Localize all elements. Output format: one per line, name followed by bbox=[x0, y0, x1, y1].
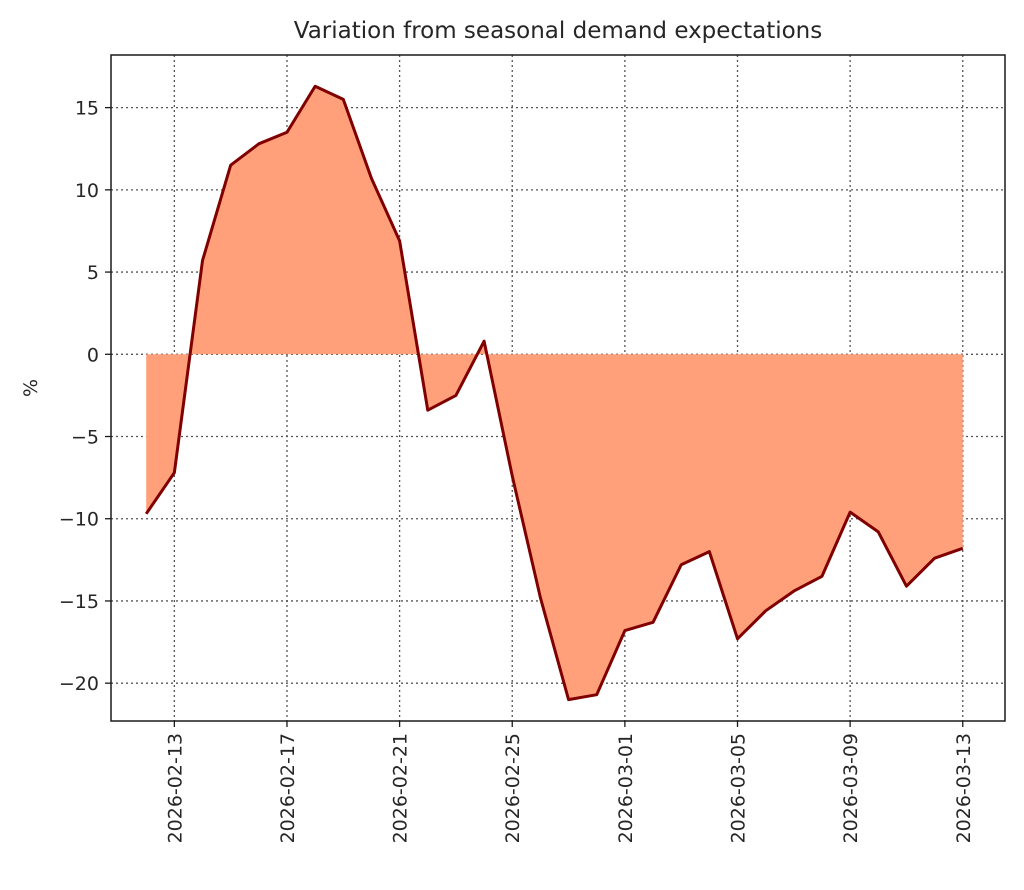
y-axis-ticks: −20 −15 −10 −5 0 5 10 15 bbox=[59, 98, 111, 696]
x-tick-label: 2026-02-21 bbox=[390, 733, 412, 843]
data-marks bbox=[146, 86, 963, 700]
y-tick-label: 0 bbox=[87, 344, 99, 366]
x-tick-label: 2026-02-13 bbox=[164, 733, 186, 843]
y-tick-label: −20 bbox=[59, 673, 99, 695]
x-tick-label: 2026-03-05 bbox=[728, 733, 750, 843]
x-axis-ticks: 2026-02-13 2026-02-17 2026-02-21 2026-02-25… bbox=[164, 721, 974, 843]
chart-title: Variation from seasonal demand expectati… bbox=[294, 18, 822, 44]
y-tick-label: −5 bbox=[71, 427, 99, 449]
y-tick-label: −15 bbox=[59, 591, 99, 613]
x-tick-label: 2026-03-01 bbox=[615, 733, 637, 843]
y-axis-label: % bbox=[20, 379, 42, 397]
x-tick-label: 2026-02-25 bbox=[502, 733, 524, 843]
y-tick-label: 5 bbox=[87, 262, 99, 284]
y-tick-label: 15 bbox=[75, 98, 99, 120]
x-tick-label: 2026-03-09 bbox=[840, 733, 862, 843]
y-tick-label: 10 bbox=[75, 180, 99, 202]
y-tick-label: −10 bbox=[59, 509, 99, 531]
area-fill bbox=[146, 86, 963, 699]
x-tick-label: 2026-02-17 bbox=[277, 733, 299, 843]
x-tick-label: 2026-03-13 bbox=[953, 733, 975, 843]
